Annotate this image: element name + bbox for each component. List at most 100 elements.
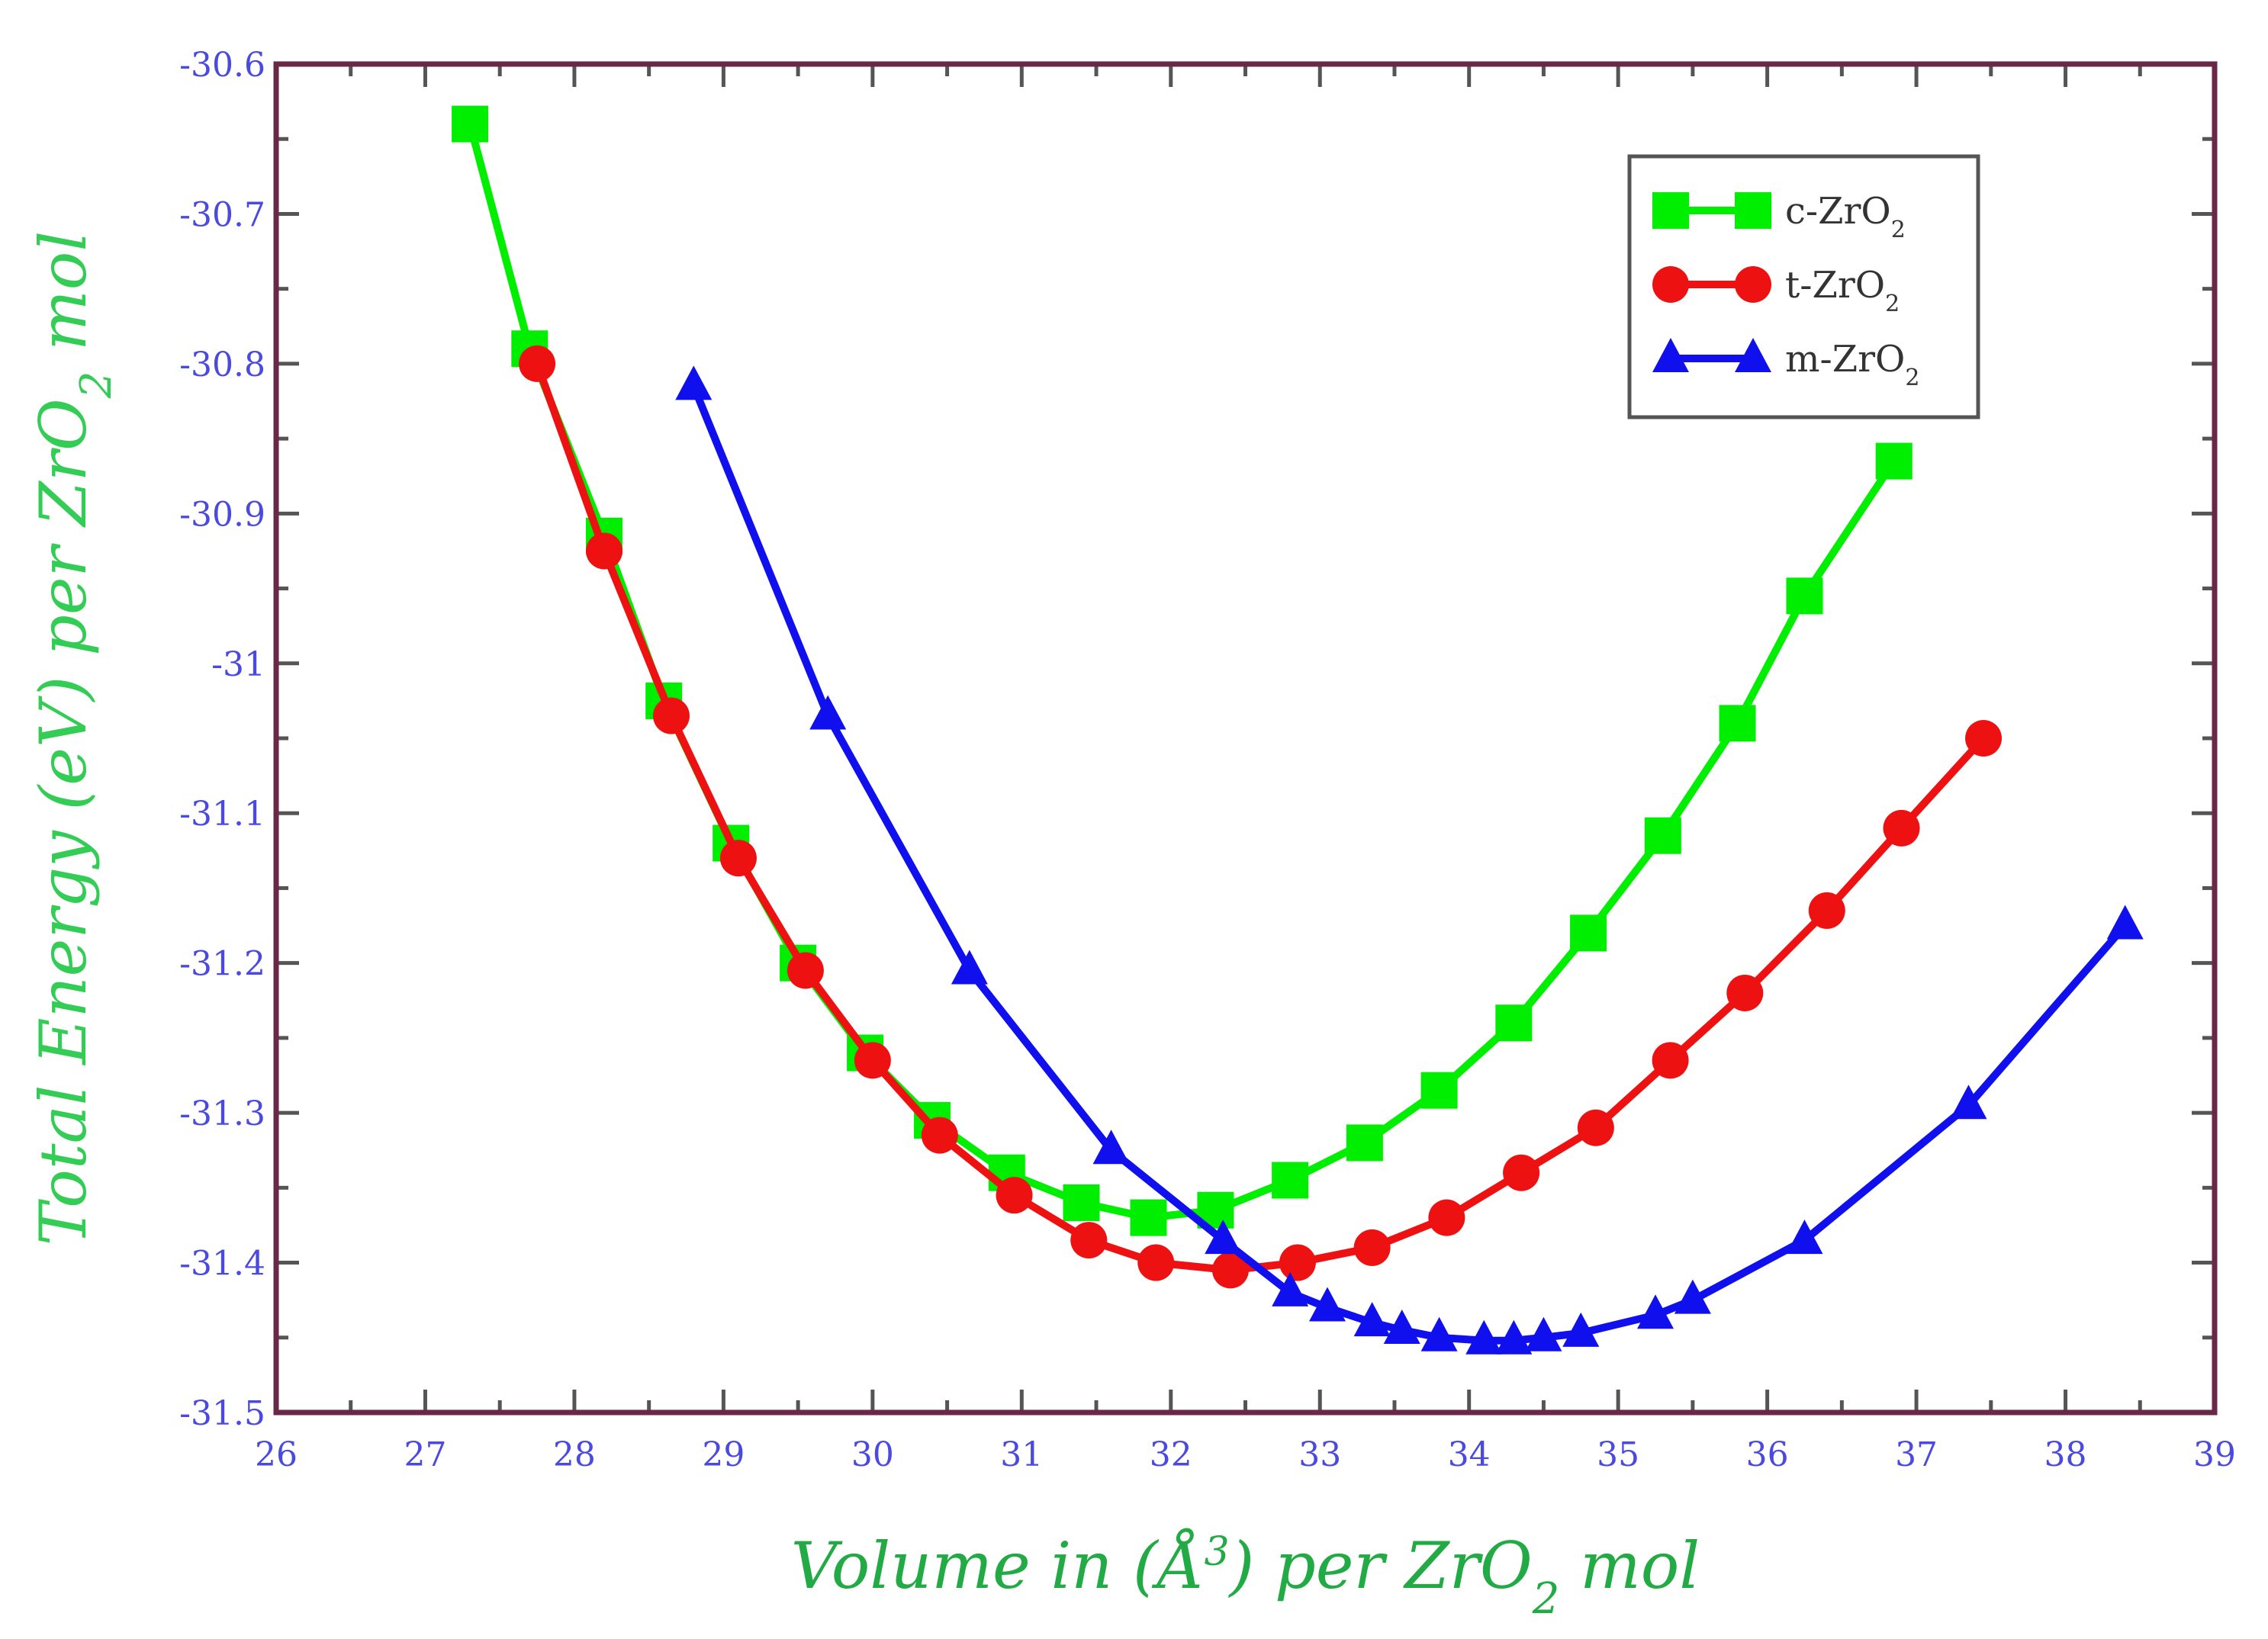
data-point (675, 365, 713, 400)
data-point (1808, 892, 1845, 929)
data-point (996, 1177, 1033, 1214)
data-point (519, 345, 556, 382)
data-point (1875, 442, 1913, 480)
legend-label-t: t-ZrO2 (1785, 264, 1900, 317)
data-point (1420, 1316, 1458, 1351)
data-point (1786, 1220, 1823, 1255)
y-axis-title: Total Energy (eV) per ZrO2 mol (26, 231, 121, 1245)
data-point (1092, 1130, 1130, 1165)
data-point (1420, 1072, 1458, 1109)
data-point (809, 695, 847, 730)
x-axis-title-prefix: Volume in (Å (791, 1528, 1205, 1603)
data-point (1503, 1154, 1540, 1191)
x-axis-title: Volume in (Å3) per ZrO2 mol (791, 1528, 1700, 1624)
data-point (854, 1042, 891, 1079)
data-point (1272, 1271, 1309, 1306)
data-point (1674, 1279, 1711, 1314)
data-point (787, 952, 824, 989)
data-point (1525, 1316, 1562, 1351)
data-point (1428, 1199, 1465, 1236)
data-point (1346, 1124, 1383, 1162)
legend-marker (1735, 266, 1771, 303)
data-point (1637, 1294, 1674, 1329)
x-tick-label: 33 (1298, 1435, 1341, 1474)
data-point (1719, 705, 1756, 742)
y-tick-label: -31.1 (179, 795, 265, 834)
legend-marker (1652, 192, 1689, 229)
legend: c-ZrO2 t-ZrO2 m-ZrO2 (1627, 154, 1980, 419)
x-tick-label: 34 (1448, 1435, 1491, 1474)
y-tick-label: -31 (211, 645, 265, 684)
x-tick-label: 36 (1746, 1435, 1789, 1474)
y-axis-title-sub: 2 (72, 371, 121, 400)
x-tick-label: 32 (1150, 1435, 1192, 1474)
y-tick-label: -30.9 (179, 495, 265, 534)
data-point (1726, 974, 1764, 1011)
legend-items (1652, 192, 1771, 372)
data-point (1353, 1302, 1391, 1337)
data-point (1644, 817, 1681, 854)
data-point (1205, 1220, 1242, 1255)
y-tick-label: -31.2 (179, 945, 265, 984)
y-tick-label: -31.3 (179, 1094, 265, 1133)
data-point (1353, 1229, 1391, 1266)
x-tick-label: 31 (1000, 1435, 1043, 1474)
data-point (1211, 1252, 1249, 1289)
legend-marker (1735, 192, 1771, 229)
data-point (652, 697, 690, 734)
y-axis-title-suffix: mol (26, 231, 101, 371)
x-tick-label: 27 (404, 1435, 446, 1474)
data-point (1279, 1244, 1316, 1281)
data-point (1063, 1184, 1100, 1221)
x-tick-label: 39 (2193, 1435, 2236, 1474)
data-point (1652, 1042, 1689, 1079)
legend-label-m: m-ZrO2 (1785, 338, 1919, 391)
data-point (1383, 1309, 1420, 1344)
data-point (1137, 1244, 1175, 1281)
data-point (1965, 720, 2003, 757)
x-tick-label: 29 (702, 1435, 745, 1474)
series-triangle (675, 365, 2144, 1355)
data-point (1950, 1085, 1987, 1120)
legend-marker (1735, 338, 1771, 372)
x-axis-title-mid: ) per ZrO (1228, 1528, 1533, 1603)
x-axis-title-sup: 3 (1204, 1529, 1229, 1575)
y-tick-label: -30.8 (179, 345, 265, 384)
data-point (1070, 1222, 1108, 1259)
data-point (2106, 905, 2144, 940)
data-point (1570, 914, 1607, 952)
data-point (1562, 1312, 1600, 1347)
y-tick-label: -30.6 (179, 46, 265, 85)
plot-frame (273, 61, 2218, 1416)
data-point (1495, 1319, 1533, 1355)
data-point (951, 950, 988, 985)
legend-label-c: c-ZrO2 (1785, 190, 1906, 243)
legend-marker (1652, 266, 1689, 303)
legend-marker (1652, 338, 1689, 372)
data-point (452, 105, 489, 143)
series-layer (452, 105, 2144, 1355)
data-point (1309, 1287, 1346, 1322)
data-point (1577, 1109, 1614, 1146)
data-point (586, 532, 623, 570)
x-tick-label: 26 (255, 1435, 298, 1474)
x-axis-title-sub: 2 (1532, 1574, 1560, 1624)
y-tick-label: -31.5 (179, 1394, 265, 1433)
x-axis-title-suffix: mol (1559, 1528, 1700, 1603)
x-tick-label: 28 (553, 1435, 596, 1474)
tick-labels: 26 27 28 29 30 31 32 33 34 35 36 37 38 39 -30.6 -30.7 -3… (179, 46, 2236, 1474)
x-tick-label: 37 (1895, 1435, 1938, 1474)
data-point (921, 1117, 958, 1154)
y-tick-label: -30.7 (179, 195, 265, 234)
series-circle (519, 345, 2003, 1289)
x-tick-label: 38 (2044, 1435, 2087, 1474)
data-point (1883, 809, 1920, 847)
data-point (1786, 577, 1823, 615)
y-tick-label: -31.4 (179, 1245, 265, 1284)
x-tick-label: 30 (851, 1435, 894, 1474)
y-axis-title-main: Total Energy (eV) per ZrO (26, 398, 101, 1245)
x-tick-label: 35 (1597, 1435, 1639, 1474)
data-point (1272, 1162, 1309, 1199)
data-point (1465, 1319, 1503, 1355)
